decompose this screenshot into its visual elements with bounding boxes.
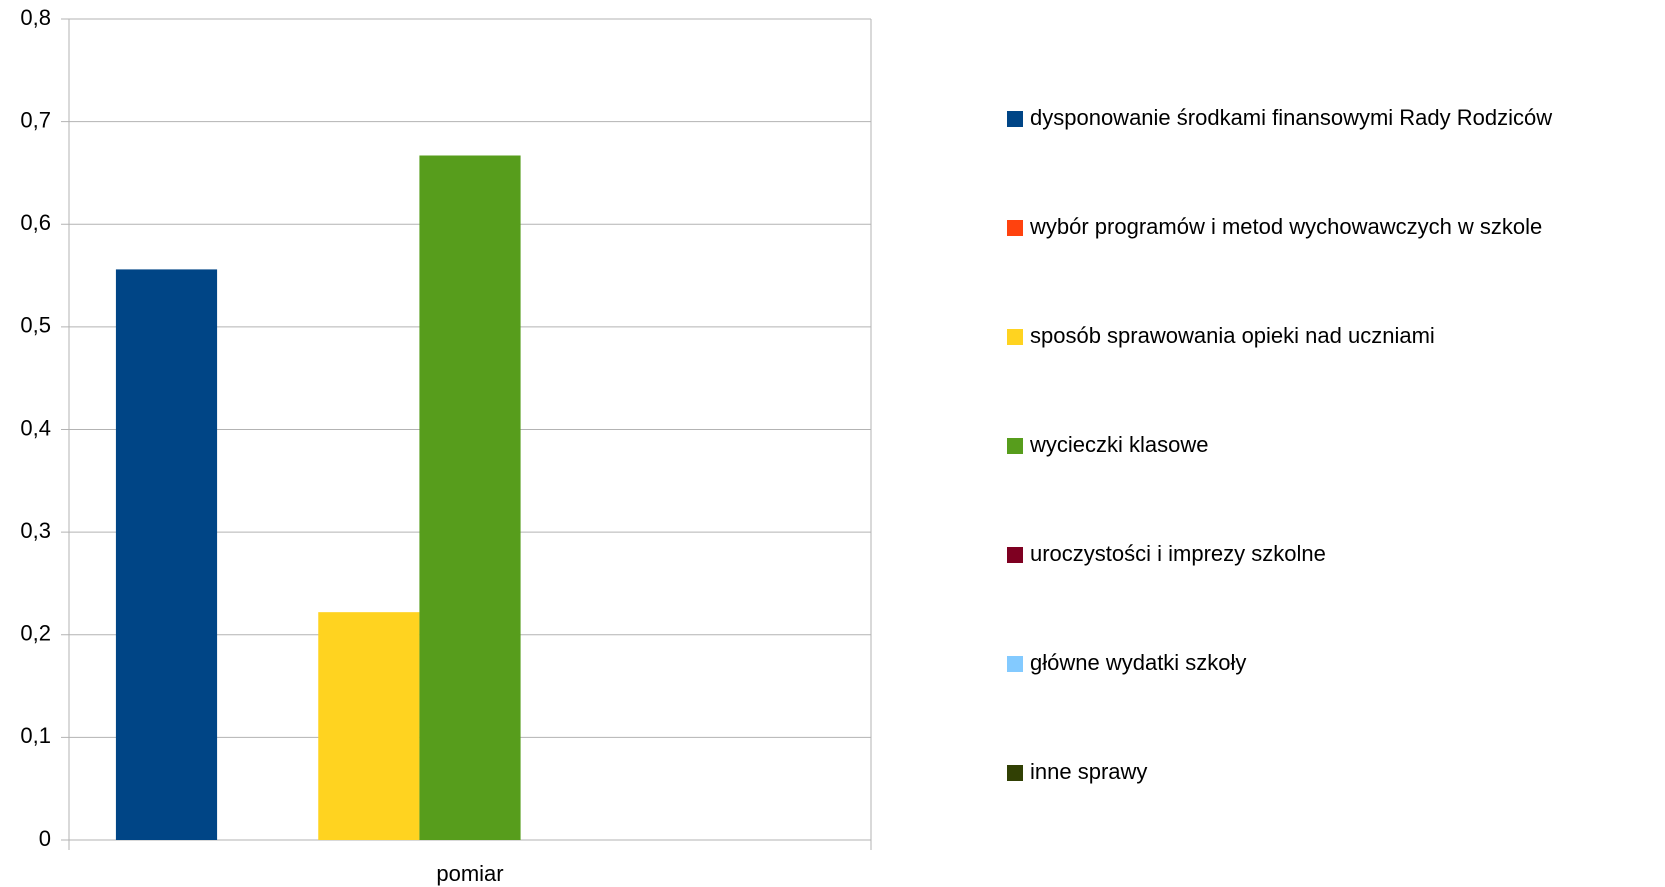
y-tick-label: 0,1: [20, 723, 51, 748]
legend-swatch: [1007, 111, 1023, 127]
legend-label: wybór programów i metod wychowawczych w …: [1029, 214, 1542, 239]
legend-swatch: [1007, 438, 1023, 454]
y-tick-label: 0,4: [20, 415, 51, 440]
legend-label: główne wydatki szkoły: [1030, 650, 1246, 675]
bar: [115, 269, 218, 840]
legend-swatch: [1007, 547, 1023, 563]
y-tick-label: 0,5: [20, 313, 51, 338]
legend-label: inne sprawy: [1030, 759, 1147, 784]
y-tick-label: 0,7: [20, 107, 51, 132]
legend-label: dysponowanie środkami finansowymi Rady R…: [1030, 105, 1552, 130]
y-tick-label: 0: [39, 826, 51, 851]
legend-label: wycieczki klasowe: [1029, 432, 1209, 457]
legend-swatch: [1007, 765, 1023, 781]
y-tick-label: 0,3: [20, 518, 51, 543]
legend-label: uroczystości i imprezy szkolne: [1030, 541, 1326, 566]
y-tick-label: 0,6: [20, 210, 51, 235]
legend-swatch: [1007, 329, 1023, 345]
y-tick-label: 0,8: [20, 5, 51, 30]
legend-label: sposób sprawowania opieki nad uczniami: [1030, 323, 1435, 348]
legend-swatch: [1007, 656, 1023, 672]
bar: [318, 612, 420, 840]
bar: [419, 155, 521, 840]
legend-swatch: [1007, 220, 1023, 236]
x-tick-label: pomiar: [436, 861, 503, 886]
y-tick-label: 0,2: [20, 621, 51, 646]
